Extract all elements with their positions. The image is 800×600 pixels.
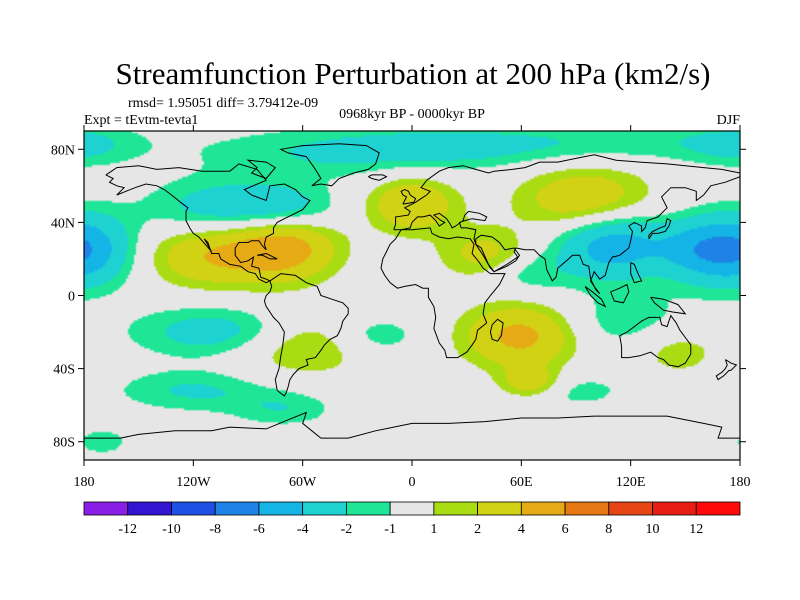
y-tick-label-2: 0 — [68, 290, 75, 305]
great-britain-coast — [400, 188, 417, 205]
arabia-coast — [475, 234, 521, 273]
eurasia-coast — [393, 154, 740, 295]
colorbar-swatch-9 — [477, 501, 522, 516]
colorbar-swatch-6 — [345, 501, 391, 516]
colorbar-label-0: -12 — [118, 522, 137, 537]
x-tick-label-0: 180 — [74, 475, 95, 490]
new-zealand-coast — [715, 359, 738, 381]
new-guinea-coast — [650, 296, 687, 315]
iceland-coast — [368, 174, 388, 181]
colorbar-swatch-1 — [127, 501, 172, 516]
x-tick-label-6: 180 — [730, 475, 751, 490]
colorbar-label-3: -6 — [253, 522, 265, 537]
baffin-coast — [246, 159, 277, 179]
stats-line: rmsd= 1.95051 diff= 3.79412e-09 — [128, 96, 318, 111]
chart-title: Streamfunction Perturbation at 200 hPa (… — [116, 56, 711, 91]
x-tick-label-2: 60W — [289, 475, 317, 490]
greenland-coast — [279, 143, 380, 187]
colorbar-swatch-5 — [302, 501, 347, 516]
y-tick-label-0: 80N — [51, 143, 75, 158]
australia-coast — [619, 314, 692, 368]
colorbar-swatch-10 — [520, 501, 566, 516]
y-axis: 80N 40N 0 40S 80S — [51, 143, 746, 451]
colorbar-label-6: -1 — [384, 522, 396, 537]
streamfunction-field — [84, 131, 740, 460]
period-label: 0968kyr BP - 0000kyr BP — [339, 107, 485, 122]
south-america-coast — [263, 273, 349, 397]
japan-coast — [648, 217, 672, 240]
y-tick-label-1: 40N — [51, 216, 75, 231]
x-tick-label-3: 0 — [409, 475, 416, 490]
coastlines — [84, 143, 740, 439]
y-tick-label-4: 80S — [53, 436, 75, 451]
colorbar-swatch-14 — [695, 501, 741, 516]
y-tick-label-3: 40S — [53, 363, 75, 378]
cuba-coast — [257, 252, 278, 260]
season-label: DJF — [717, 113, 741, 128]
africa-coast — [380, 227, 506, 359]
colorbar-label-13: 12 — [689, 522, 703, 537]
colorbar-swatch-2 — [171, 501, 216, 516]
colorbar-swatch-13 — [652, 501, 697, 516]
experiment-label: Expt = tEvtm-tevta1 — [84, 113, 198, 128]
colorbar-label-2: -8 — [209, 522, 221, 537]
colorbar-label-9: 4 — [518, 522, 525, 537]
philippines-coast — [630, 262, 643, 284]
colorbar-swatch-3 — [214, 501, 260, 516]
colorbar-swatch-4 — [258, 501, 304, 516]
colorbar-label-10: 6 — [562, 522, 569, 537]
x-tick-label-5: 120E — [616, 475, 646, 490]
colorbar: -12 -10 -8 -6 -4 -2 -1 1 2 4 6 8 10 12 — [83, 501, 741, 537]
madagascar-coast — [489, 318, 504, 342]
colorbar-swatch-11 — [564, 501, 610, 516]
colorbar-label-1: -10 — [162, 522, 181, 537]
north-america-coast — [105, 163, 311, 284]
map-area — [83, 130, 741, 461]
colorbar-label-5: -2 — [341, 522, 353, 537]
x-tick-label-1: 120W — [176, 475, 211, 490]
colorbar-label-8: 2 — [474, 522, 481, 537]
colorbar-swatch-0 — [83, 501, 129, 516]
antarctica-coast — [84, 411, 740, 439]
x-axis: 180 120W 60W 0 60E 120E 180 — [74, 125, 751, 490]
colorbar-label-4: -4 — [297, 522, 309, 537]
colorbar-label-7: 1 — [430, 522, 437, 537]
colorbar-swatch-8 — [433, 501, 478, 516]
x-tick-label-4: 60E — [510, 475, 533, 490]
borneo-coast — [610, 283, 630, 304]
indonesia-coast — [584, 285, 607, 308]
colorbar-label-12: 10 — [646, 522, 660, 537]
colorbar-label-11: 8 — [605, 522, 612, 537]
colorbar-swatch-12 — [608, 501, 653, 516]
colorbar-swatch-7 — [389, 501, 435, 516]
